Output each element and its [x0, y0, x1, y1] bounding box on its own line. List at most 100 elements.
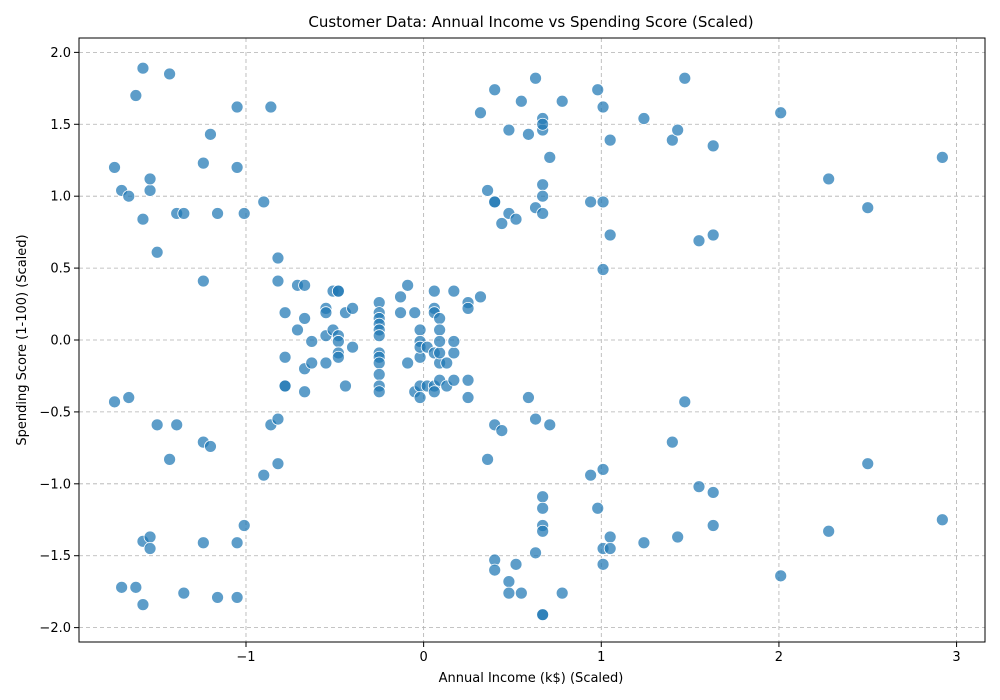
- data-point: [774, 106, 788, 120]
- data-point: [555, 94, 569, 108]
- data-point: [433, 323, 447, 337]
- data-point: [413, 391, 427, 404]
- data-point: [596, 463, 610, 476]
- data-point: [394, 290, 407, 304]
- data-point: [298, 278, 312, 292]
- data-point: [271, 412, 285, 426]
- data-point: [298, 385, 312, 399]
- data-point: [230, 591, 244, 604]
- data-point: [408, 306, 422, 320]
- data-point: [495, 217, 509, 230]
- data-point: [237, 207, 251, 220]
- data-point: [257, 195, 271, 209]
- data-point: [536, 524, 550, 538]
- data-point: [401, 356, 415, 370]
- data-point: [461, 301, 475, 315]
- data-point: [394, 306, 407, 320]
- data-point: [196, 536, 210, 550]
- data-point: [433, 312, 447, 325]
- data-point: [474, 290, 487, 304]
- data-point: [935, 150, 949, 164]
- data-point: [584, 468, 598, 482]
- data-point: [230, 161, 244, 174]
- x-tick-label: 1: [597, 650, 605, 665]
- y-tick-label: 0.5: [50, 262, 71, 277]
- data-point: [706, 519, 720, 532]
- data-point: [488, 83, 502, 97]
- data-point: [474, 106, 487, 120]
- data-point: [706, 139, 720, 153]
- data-point: [372, 356, 386, 370]
- data-point: [861, 201, 875, 215]
- data-point: [536, 117, 550, 131]
- x-tick-label: 0: [419, 650, 427, 665]
- data-point: [129, 580, 143, 594]
- data-point: [136, 61, 150, 75]
- data-point: [163, 67, 177, 81]
- data-point: [319, 356, 333, 370]
- data-point: [596, 195, 610, 209]
- x-axis-title: Annual Income (k$) (Scaled): [439, 671, 624, 686]
- data-point: [536, 490, 550, 504]
- data-point: [481, 184, 494, 197]
- data-point: [596, 557, 610, 571]
- data-point: [461, 373, 475, 387]
- data-point: [529, 71, 542, 85]
- data-point: [143, 530, 157, 544]
- data-point: [196, 274, 210, 288]
- data-point: [372, 368, 386, 381]
- data-point: [671, 530, 685, 544]
- data-point: [665, 133, 679, 147]
- data-point: [271, 274, 285, 288]
- x-tick-label: 2: [775, 650, 783, 665]
- data-point: [331, 335, 345, 348]
- data-point: [305, 356, 319, 370]
- data-point: [278, 306, 292, 320]
- x-axis: −1 0 1 2 3: [236, 642, 961, 665]
- data-point: [935, 513, 949, 527]
- data-point: [584, 195, 598, 209]
- data-point: [822, 524, 836, 538]
- data-point: [170, 418, 184, 432]
- data-point: [603, 542, 617, 555]
- data-point: [115, 580, 129, 594]
- data-point: [447, 335, 461, 348]
- data-point: [678, 395, 692, 409]
- data-point: [331, 284, 345, 298]
- data-point: [543, 418, 557, 432]
- data-point: [447, 284, 461, 298]
- data-point: [536, 501, 550, 515]
- data-point: [603, 228, 617, 242]
- data-point: [211, 207, 224, 220]
- y-tick-label: −2.0: [39, 621, 71, 636]
- data-point: [678, 71, 692, 85]
- data-point: [427, 284, 441, 298]
- data-point: [264, 100, 278, 114]
- y-axis-title: Spending Score (1-100) (Scaled): [15, 234, 30, 445]
- data-point: [536, 189, 550, 203]
- x-tick-label: 3: [952, 650, 960, 665]
- data-point: [488, 563, 502, 577]
- data-point: [461, 391, 475, 404]
- data-point: [514, 94, 528, 108]
- y-tick-label: −0.5: [39, 405, 71, 420]
- data-point: [346, 301, 359, 315]
- data-point: [637, 536, 651, 550]
- data-point: [591, 83, 605, 97]
- data-point: [271, 457, 285, 471]
- data-point: [447, 346, 461, 360]
- data-point: [196, 156, 210, 170]
- data-point: [706, 228, 720, 242]
- data-point: [488, 195, 502, 209]
- data-point: [211, 591, 224, 604]
- data-point: [481, 452, 494, 466]
- data-point: [603, 133, 617, 147]
- data-point: [822, 172, 836, 186]
- data-point: [237, 519, 251, 532]
- data-point: [129, 89, 143, 102]
- data-point: [204, 127, 217, 141]
- y-tick-label: −1.5: [39, 549, 71, 564]
- data-point: [278, 350, 292, 364]
- data-point: [433, 335, 447, 348]
